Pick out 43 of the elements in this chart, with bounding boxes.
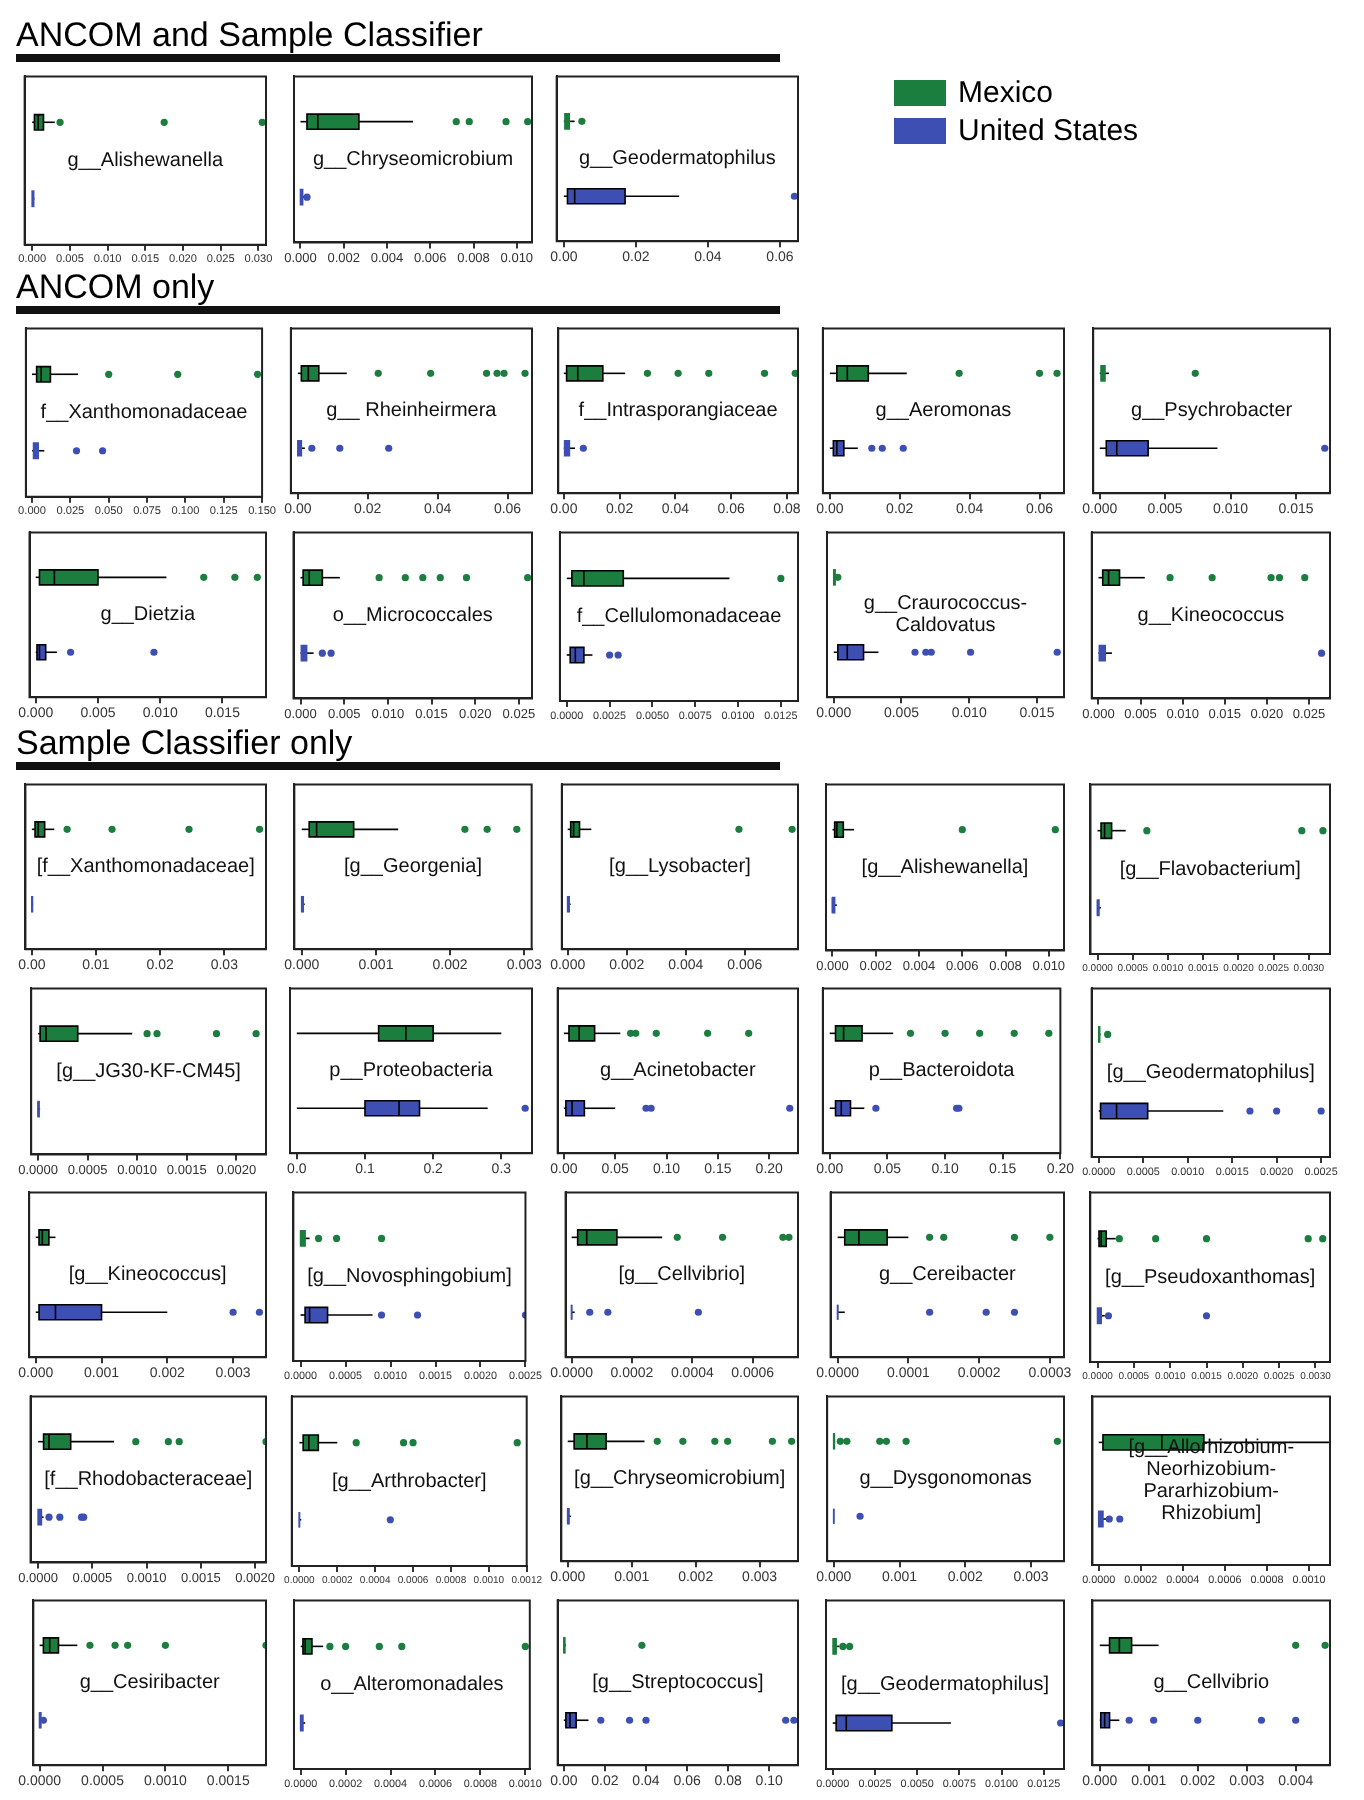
annotation: [g__Geodermatophilus] — [1106, 1062, 1316, 1085]
annotation: [g__Georgenia] — [344, 856, 483, 879]
annotation: [f__Rhodobacteraceae] — [44, 1468, 253, 1491]
annotation: [g__Alishewanella] — [861, 856, 1029, 879]
legend-label: Mexico — [958, 76, 1054, 110]
annotation: [g__Streptococcus] — [592, 1672, 764, 1695]
annotation: f__Xanthomonadaceae — [40, 402, 249, 425]
chart-title: ANCOM only — [16, 268, 217, 306]
annotation: p__Bacteroidota — [868, 1060, 1016, 1083]
annotation: [g__Flavobacterium] — [1119, 858, 1302, 881]
annotation: g__Geodermatophilus — [578, 148, 776, 171]
annotation: [g__JG30-KF-CM45] — [56, 1060, 242, 1083]
annotation: g__Acinetobacter — [599, 1060, 757, 1083]
annotation: [g__Kineococcus] — [68, 1264, 227, 1287]
annotation: g__Dietzia — [100, 604, 196, 627]
annotation: o__Alteromonadales — [320, 1674, 504, 1697]
annotation: [g__Allorhizobium-Neorhizobium-Pararhizobium-Rhizobium] — [1128, 1437, 1295, 1526]
annotation: g__Aeromonas — [875, 400, 1012, 423]
annotation: [g__Novosphingobium] — [307, 1266, 513, 1289]
chart-title: ANCOM and Sample Classifier — [16, 16, 485, 54]
annotation: g__Cesiribacter — [79, 1672, 222, 1695]
annotation: [g__Pseudoxanthomas] — [1105, 1266, 1316, 1289]
annotation: f__Intrasporangiaceae — [578, 400, 779, 423]
annotation: [g__Chryseomicrobium] — [574, 1468, 786, 1491]
annotation: g__Chryseomicrobium — [312, 148, 514, 171]
annotation: [g__Cellvibrio] — [618, 1264, 746, 1287]
annotation: g__Craurococcus-Caldovatus — [863, 593, 1028, 638]
annotation: [g__Geodermatophilus] — [841, 1674, 1050, 1697]
annotation: g__Cellvibrio — [1153, 1672, 1270, 1695]
annotation: p__Proteobacteria — [329, 1060, 494, 1083]
annotation: f__Cellulomonadaceae — [576, 606, 783, 629]
chart-title: Sample Classifier only — [16, 724, 355, 762]
annotation: [f__Xanthomonadaceae] — [36, 856, 256, 879]
annotation: o__Micrococcales — [332, 604, 493, 627]
annotation: g__Psychrobacter — [1130, 400, 1294, 423]
legend-label: United States — [958, 114, 1139, 148]
annotation: g__Kineococcus — [1137, 604, 1285, 627]
annotation: g__Alishewanella — [67, 150, 225, 173]
annotation: [g__Lysobacter] — [609, 856, 752, 879]
annotation: g__Cereibacter — [878, 1264, 1017, 1287]
annotation: g__Dysgonomonas — [859, 1468, 1032, 1491]
annotation: g__ Rheinheirmera — [326, 400, 498, 423]
annotation: [g__Arthrobacter] — [331, 1470, 487, 1493]
